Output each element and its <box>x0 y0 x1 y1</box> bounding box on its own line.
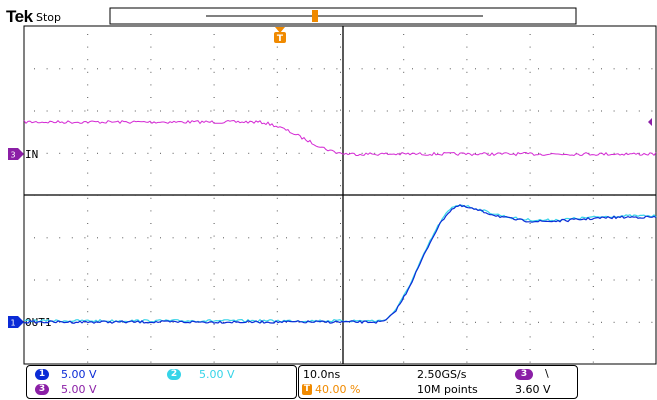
ch1-badge: 1 <box>35 369 49 380</box>
timebase-scale: 10.0ns <box>303 368 341 381</box>
trigger-position-icon: T <box>302 384 312 395</box>
brand-logo: Tek <box>6 7 33 26</box>
trace-label-in: IN <box>25 148 38 161</box>
ch3-ground-number: 3 <box>10 151 15 160</box>
falling-edge-icon: \ <box>545 367 549 380</box>
trace-in <box>23 119 657 157</box>
ch3-ground-marker[interactable]: 3 <box>8 148 24 160</box>
record-length: 10M points <box>417 383 478 396</box>
trace-out1 <box>23 204 657 324</box>
ch1-ground-marker[interactable]: 1 <box>8 316 24 328</box>
ch2-scale: 5.00 V <box>199 368 235 381</box>
ch1-ground-number: 1 <box>10 319 15 328</box>
trigger-position-letter: T <box>277 34 284 44</box>
trace-label-out1: OUT1 <box>25 316 52 329</box>
trigger-level: 3.60 V <box>515 383 551 396</box>
timebase-trigger-box[interactable]: 10.0ns T 40.00 % 2.50GS/s 10M points 3 \… <box>298 365 578 399</box>
record-view-trigger-marker <box>312 10 318 22</box>
trigger-position-marker[interactable]: T <box>274 27 286 44</box>
ch3-badge: 3 <box>35 384 49 395</box>
trigger-source-badge: 3 <box>515 369 533 380</box>
ch2-badge: 2 <box>167 369 181 380</box>
trigger-position: 40.00 % <box>315 383 361 396</box>
acquisition-state: Stop <box>36 11 62 24</box>
trigger-level-marker[interactable] <box>648 118 652 126</box>
channel-readout-box[interactable]: 1 5.00 V 2 5.00 V 3 5.00 V <box>26 365 297 399</box>
ch3-scale: 5.00 V <box>61 383 97 396</box>
sample-rate: 2.50GS/s <box>417 368 467 381</box>
ch1-scale: 5.00 V <box>61 368 97 381</box>
status-bar: 1 5.00 V 2 5.00 V 3 5.00 V 10.0ns T 40.0… <box>26 365 657 399</box>
